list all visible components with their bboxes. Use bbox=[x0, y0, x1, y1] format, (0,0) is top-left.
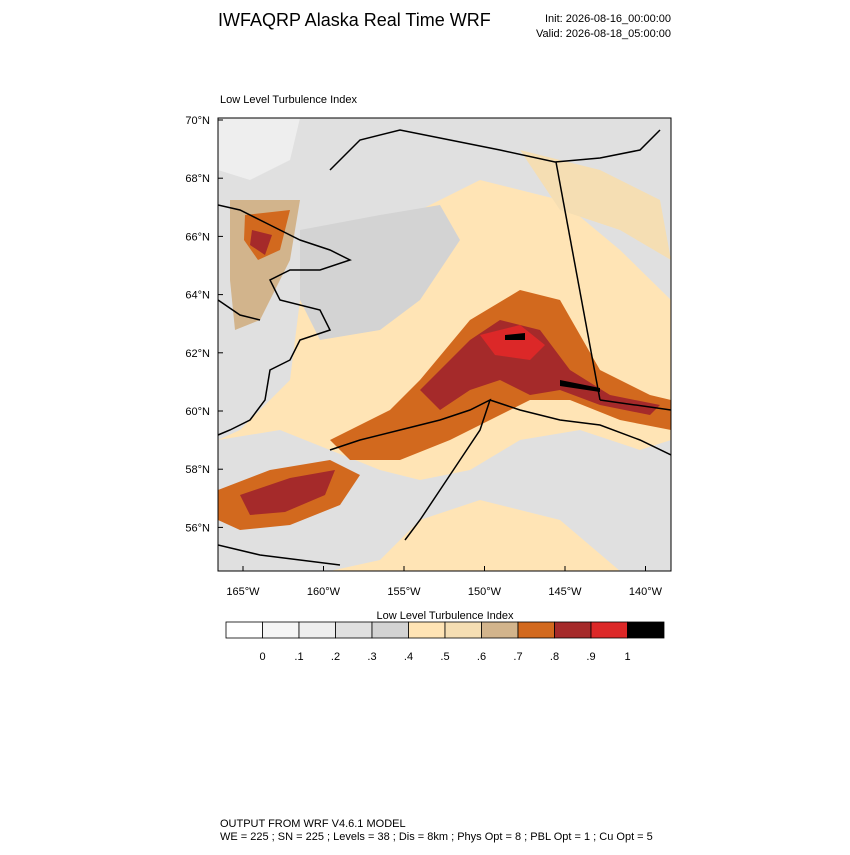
colorbar-label: .1 bbox=[294, 651, 303, 663]
footer-line: WE = 225 ; SN = 225 ; Levels = 38 ; Dis … bbox=[220, 831, 653, 843]
valid-time: Valid: 2026-08-18_05:00:00 bbox=[536, 28, 671, 40]
colorbar-label: .7 bbox=[513, 651, 522, 663]
colorbar-box bbox=[298, 621, 336, 639]
colorbar-box bbox=[590, 621, 628, 639]
colorbar-label: .4 bbox=[404, 651, 413, 663]
colorbar-box bbox=[408, 621, 446, 639]
lon-label: 155°W bbox=[387, 586, 421, 598]
lon-label: 145°W bbox=[548, 586, 582, 598]
map-field bbox=[218, 118, 671, 571]
map-frame bbox=[217, 117, 672, 572]
colorbar-label: 0 bbox=[259, 651, 265, 663]
colorbar-box bbox=[371, 621, 409, 639]
lat-label: 62°N bbox=[185, 348, 210, 360]
title: IWFAQRP Alaska Real Time WRF bbox=[218, 10, 491, 30]
colorbar-label: 1 bbox=[624, 651, 630, 663]
colorbar-label: .3 bbox=[367, 651, 376, 663]
colorbar-label: .5 bbox=[440, 651, 449, 663]
lat-label: 66°N bbox=[185, 231, 210, 243]
lon-label: 165°W bbox=[226, 586, 260, 598]
lat-label: 56°N bbox=[185, 522, 210, 534]
colorbar-box bbox=[444, 621, 482, 639]
colorbar-box bbox=[225, 621, 263, 639]
footer-line: OUTPUT FROM WRF V4.6.1 MODEL bbox=[220, 818, 406, 830]
lat-label: 68°N bbox=[185, 173, 210, 185]
colorbar-box bbox=[262, 621, 300, 639]
colorbar-box bbox=[517, 621, 555, 639]
init-time: Init: 2026-08-16_00:00:00 bbox=[545, 13, 671, 25]
colorbar-label: .8 bbox=[550, 651, 559, 663]
colorbar-box bbox=[627, 621, 665, 639]
map-subtitle: Low Level Turbulence Index bbox=[220, 94, 357, 106]
coastlines bbox=[218, 129, 671, 566]
lon-label: 150°W bbox=[468, 586, 502, 598]
lat-label: 60°N bbox=[185, 406, 210, 418]
lon-label: 160°W bbox=[307, 586, 341, 598]
colorbar-box bbox=[554, 621, 592, 639]
lat-label: 64°N bbox=[185, 290, 210, 302]
colorbar-box bbox=[481, 621, 519, 639]
colorbar-label: .9 bbox=[586, 651, 595, 663]
lon-label: 140°W bbox=[629, 586, 663, 598]
colorbar-title: Low Level Turbulence Index bbox=[377, 610, 514, 622]
colorbar-label: .2 bbox=[331, 651, 340, 663]
colorbar-label: .6 bbox=[477, 651, 486, 663]
colorbar-box bbox=[335, 621, 373, 639]
lat-label: 58°N bbox=[185, 464, 210, 476]
lat-label: 70°N bbox=[185, 115, 210, 127]
